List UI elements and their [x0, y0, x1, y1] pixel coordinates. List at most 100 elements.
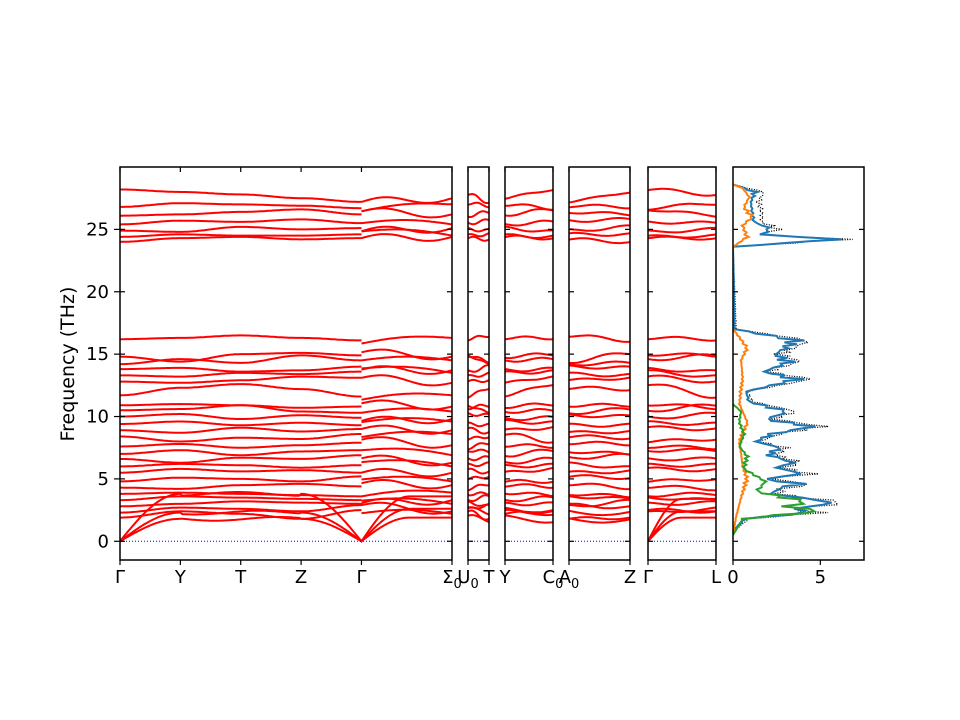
band-line	[468, 371, 489, 378]
band-line	[648, 202, 716, 211]
panel-frames	[119, 166, 865, 561]
band-line	[505, 419, 553, 425]
band-line	[468, 210, 489, 218]
band-line	[468, 509, 489, 521]
band-line	[648, 438, 716, 444]
band-line	[505, 432, 553, 444]
band-line	[361, 454, 452, 467]
band-line	[569, 385, 630, 392]
band-line	[361, 335, 452, 345]
band-line	[120, 495, 362, 502]
band-line	[505, 219, 553, 227]
band-line	[648, 403, 716, 413]
y-tick-label: 5	[98, 469, 109, 490]
band-line	[648, 500, 716, 506]
band-line	[648, 411, 716, 420]
band-line	[361, 479, 452, 490]
band-line	[120, 208, 362, 217]
band-line	[505, 225, 553, 233]
band-line	[505, 495, 553, 503]
dos-series-line	[733, 183, 754, 536]
band-panel-frame	[119, 166, 453, 561]
band-line	[361, 501, 452, 515]
band-line	[648, 506, 716, 513]
dos-x-tick-label: 0	[727, 567, 738, 588]
band-line	[648, 233, 716, 239]
band-line	[505, 375, 553, 384]
band-line	[648, 335, 716, 342]
band-line	[505, 508, 553, 515]
band-line	[505, 426, 553, 431]
band-line	[361, 424, 452, 435]
band-line	[120, 402, 362, 409]
band-line	[468, 494, 489, 503]
band-line	[468, 218, 489, 226]
band-line	[505, 352, 553, 360]
band-line	[468, 403, 489, 411]
band-line	[569, 334, 630, 343]
band-line	[648, 456, 716, 462]
band-line	[505, 491, 553, 498]
band-line	[468, 500, 489, 507]
band-line	[361, 365, 452, 375]
band-line	[569, 509, 630, 517]
band-line	[569, 461, 630, 469]
band-line	[648, 374, 716, 384]
band-line	[120, 218, 362, 226]
band-line	[120, 509, 362, 520]
band-line	[120, 433, 362, 443]
band-line	[569, 492, 630, 499]
band-line	[505, 402, 553, 409]
band-line	[505, 233, 553, 239]
band-line	[361, 196, 452, 204]
band-line	[120, 202, 362, 210]
band-line	[120, 516, 452, 543]
band-line	[361, 489, 452, 498]
band-line	[468, 388, 489, 399]
dos-curves-layer	[733, 183, 853, 536]
band-line	[505, 478, 553, 484]
band-line	[361, 508, 452, 515]
band-line	[569, 450, 630, 456]
band-line	[468, 461, 489, 468]
band-line	[361, 374, 452, 387]
band-line	[120, 383, 362, 398]
band-lines-layer	[120, 187, 716, 543]
band-line	[361, 475, 452, 483]
high-symmetry-label: Γ	[115, 567, 125, 588]
high-symmetry-label: T	[483, 567, 496, 588]
band-line	[648, 444, 716, 451]
band-line	[569, 191, 630, 204]
band-line	[569, 407, 630, 415]
band-line	[468, 455, 489, 462]
high-symmetry-label: Z	[624, 567, 636, 588]
band-line	[569, 402, 630, 408]
band-line	[361, 392, 452, 401]
band-line	[569, 440, 630, 447]
band-line	[505, 335, 553, 341]
band-line	[120, 235, 362, 243]
band-line	[648, 484, 716, 492]
band-line	[468, 426, 489, 435]
band-line	[120, 375, 362, 384]
band-line	[120, 441, 362, 449]
band-line	[468, 491, 489, 497]
high-symmetry-label: C0	[543, 567, 564, 592]
band-line	[468, 364, 489, 373]
band-line	[648, 478, 716, 483]
band-line	[648, 187, 716, 197]
band-line	[569, 203, 630, 210]
band-line	[569, 516, 630, 521]
band-line	[361, 399, 452, 411]
band-line	[505, 369, 553, 375]
high-symmetry-label: Γ	[643, 567, 653, 588]
band-line	[569, 474, 630, 480]
band-line	[361, 415, 452, 425]
band-line	[361, 467, 452, 478]
band-line	[468, 412, 489, 417]
band-line	[505, 466, 553, 473]
band-line	[505, 483, 553, 489]
band-line	[505, 203, 553, 211]
